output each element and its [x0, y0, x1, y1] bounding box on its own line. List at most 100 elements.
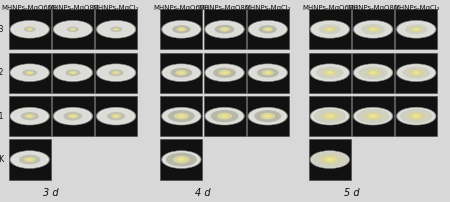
Circle shape	[163, 151, 200, 168]
Circle shape	[70, 28, 76, 31]
Circle shape	[11, 108, 48, 124]
Circle shape	[365, 69, 381, 76]
Circle shape	[412, 71, 420, 75]
Circle shape	[311, 108, 348, 124]
FancyBboxPatch shape	[203, 53, 246, 93]
Circle shape	[29, 29, 31, 30]
Circle shape	[311, 64, 348, 81]
FancyBboxPatch shape	[95, 9, 137, 49]
Circle shape	[248, 64, 288, 82]
Text: MHNPs-MgO600: MHNPs-MgO600	[2, 5, 58, 11]
Circle shape	[324, 26, 336, 32]
Circle shape	[24, 157, 36, 162]
Circle shape	[266, 115, 270, 117]
Circle shape	[24, 27, 36, 32]
Circle shape	[10, 20, 49, 38]
Text: MHNPs-MgO600: MHNPs-MgO600	[153, 5, 209, 11]
Circle shape	[413, 28, 419, 31]
Circle shape	[55, 65, 90, 81]
Circle shape	[316, 67, 343, 79]
Circle shape	[396, 64, 436, 82]
Circle shape	[221, 71, 228, 74]
Circle shape	[364, 112, 382, 120]
Text: MHNPs-MgO80: MHNPs-MgO80	[347, 5, 399, 11]
Circle shape	[107, 112, 125, 120]
FancyBboxPatch shape	[52, 53, 94, 93]
Circle shape	[162, 151, 201, 168]
Text: MHNPs-MgO80: MHNPs-MgO80	[47, 5, 99, 11]
Circle shape	[206, 21, 243, 38]
Circle shape	[319, 24, 341, 34]
Circle shape	[320, 155, 340, 164]
Circle shape	[325, 114, 335, 118]
Circle shape	[399, 108, 434, 124]
Circle shape	[327, 28, 333, 31]
FancyBboxPatch shape	[160, 53, 202, 93]
Circle shape	[108, 69, 124, 76]
Circle shape	[163, 64, 200, 81]
Circle shape	[249, 64, 286, 81]
Circle shape	[257, 68, 279, 78]
Circle shape	[28, 28, 32, 30]
Circle shape	[162, 107, 201, 125]
Circle shape	[63, 112, 82, 120]
Circle shape	[162, 20, 201, 38]
Circle shape	[19, 155, 40, 164]
Circle shape	[328, 72, 332, 74]
Circle shape	[54, 64, 91, 81]
Circle shape	[215, 25, 234, 34]
Circle shape	[177, 114, 185, 118]
Circle shape	[29, 116, 31, 117]
Circle shape	[355, 21, 392, 38]
Circle shape	[398, 21, 435, 38]
Text: 4 d: 4 d	[195, 188, 211, 198]
Circle shape	[164, 65, 199, 81]
Circle shape	[180, 29, 182, 30]
Circle shape	[113, 28, 119, 31]
Text: T3: T3	[0, 25, 4, 34]
Circle shape	[355, 108, 392, 124]
Circle shape	[219, 27, 230, 32]
Circle shape	[177, 158, 186, 162]
Circle shape	[99, 21, 134, 37]
Text: MHNPs-MgO600: MHNPs-MgO600	[302, 5, 358, 11]
Circle shape	[371, 115, 375, 117]
FancyBboxPatch shape	[160, 140, 202, 180]
Circle shape	[11, 21, 48, 38]
Text: MHNPs-MgCl₂: MHNPs-MgCl₂	[244, 5, 291, 11]
Circle shape	[205, 64, 244, 82]
Circle shape	[176, 27, 186, 32]
FancyBboxPatch shape	[160, 9, 202, 49]
Circle shape	[71, 28, 75, 30]
Circle shape	[414, 72, 418, 74]
Circle shape	[264, 114, 272, 118]
Circle shape	[164, 152, 199, 167]
Circle shape	[179, 28, 184, 31]
FancyBboxPatch shape	[352, 53, 394, 93]
Circle shape	[21, 112, 39, 120]
Circle shape	[323, 69, 337, 76]
Circle shape	[53, 64, 93, 82]
Circle shape	[98, 64, 135, 81]
Circle shape	[321, 112, 339, 120]
Circle shape	[114, 72, 118, 74]
Circle shape	[166, 153, 197, 166]
Circle shape	[12, 152, 47, 167]
Circle shape	[12, 108, 47, 124]
Circle shape	[223, 72, 226, 73]
FancyBboxPatch shape	[352, 9, 394, 49]
Circle shape	[171, 68, 192, 78]
Circle shape	[115, 29, 117, 30]
Text: T1: T1	[0, 112, 4, 121]
Circle shape	[10, 64, 49, 82]
FancyBboxPatch shape	[395, 96, 437, 136]
Circle shape	[396, 20, 436, 38]
Circle shape	[99, 65, 134, 81]
Circle shape	[164, 21, 199, 37]
Circle shape	[353, 20, 393, 38]
FancyBboxPatch shape	[309, 140, 351, 180]
Circle shape	[263, 27, 273, 32]
Circle shape	[206, 64, 243, 81]
Circle shape	[69, 71, 77, 75]
Circle shape	[369, 71, 378, 75]
